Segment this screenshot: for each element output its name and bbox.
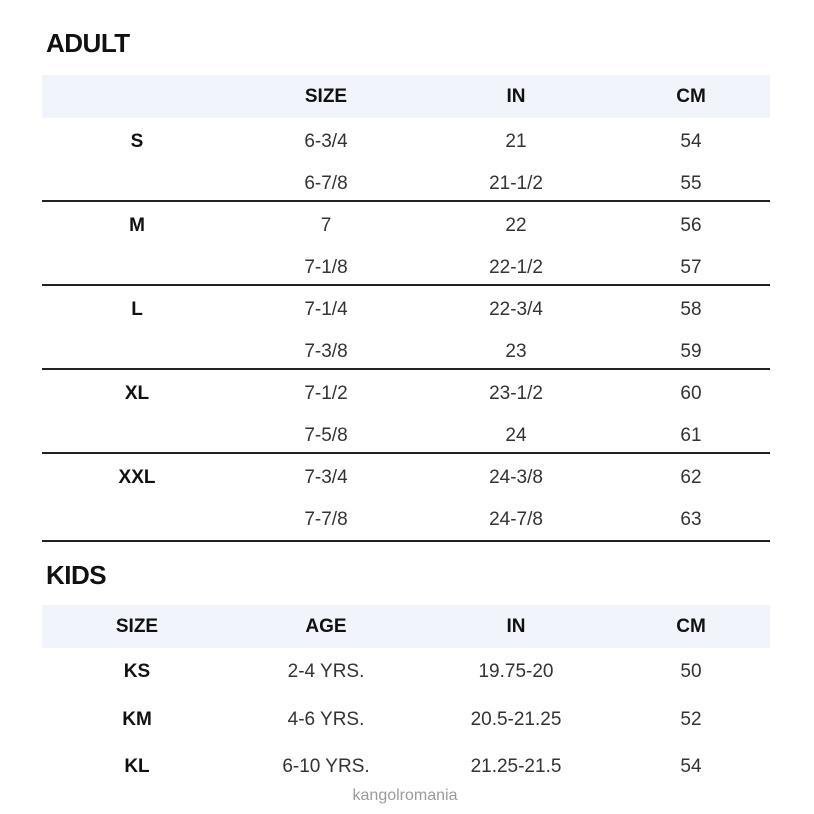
size-label: XXL [118, 467, 156, 488]
table-cell: 54 [680, 756, 702, 777]
table-cell: 57 [680, 257, 702, 278]
table-cell: 63 [680, 509, 702, 530]
table-cell: 22 [505, 215, 527, 236]
table-cell: 6-10 YRS. [282, 756, 370, 777]
row-divider [42, 200, 770, 202]
table-cell: 6-3/4 [304, 131, 348, 152]
row-divider [42, 368, 770, 370]
watermark: kangolromania [352, 787, 458, 804]
table-cell: 21-1/2 [489, 173, 543, 194]
table-cell: 59 [680, 341, 702, 362]
row-divider [42, 452, 770, 454]
column-header: SIZE [304, 86, 348, 107]
table-cell: 61 [680, 425, 702, 446]
table-cell: 24 [505, 425, 527, 446]
kids-title: KIDS [46, 560, 107, 590]
table-cell: 60 [680, 383, 702, 404]
table-cell: 24-3/8 [489, 467, 543, 488]
table-cell: 21.25-21.5 [470, 756, 562, 777]
table-cell: 7 [320, 215, 332, 236]
size-label: M [129, 215, 145, 236]
adult-title: ADULT [46, 28, 130, 58]
table-cell: 7-1/4 [304, 299, 348, 320]
table-cell: 7-1/2 [304, 383, 348, 404]
row-divider [42, 284, 770, 286]
table-cell: 4-6 YRS. [287, 708, 365, 730]
size-label: S [130, 131, 144, 152]
table-cell: 7-5/8 [304, 425, 348, 446]
column-header: CM [676, 616, 706, 637]
column-header: SIZE [115, 616, 159, 637]
table-cell: 23 [505, 341, 527, 362]
table-cell: 22-1/2 [489, 257, 543, 278]
table-cell: 7-1/8 [304, 257, 348, 278]
table-cell: 7-7/8 [304, 509, 348, 530]
size-label: XL [124, 383, 150, 404]
table-cell: 56 [680, 215, 702, 236]
table-cell: 54 [680, 131, 702, 152]
size-label: L [131, 299, 143, 320]
column-header: IN [506, 86, 526, 107]
table-cell: 6-7/8 [304, 173, 348, 194]
adult-header-band [42, 75, 770, 118]
column-header: IN [506, 616, 526, 637]
table-cell: 7-3/8 [304, 341, 348, 362]
table-cell: 7-3/4 [304, 467, 348, 488]
row-divider [42, 540, 770, 542]
table-cell: 62 [680, 467, 702, 488]
size-label: KM [122, 708, 152, 730]
table-cell: 22-3/4 [489, 299, 543, 320]
table-cell: 24-7/8 [489, 509, 543, 530]
table-cell: 50 [680, 661, 702, 682]
table-cell: 2-4 YRS. [287, 661, 365, 682]
table-cell: 20.5-21.25 [470, 708, 562, 730]
column-header: CM [676, 86, 706, 107]
size-label: KS [123, 661, 151, 682]
table-cell: 23-1/2 [489, 383, 543, 404]
table-cell: 58 [680, 299, 702, 320]
table-cell: 55 [680, 173, 702, 194]
kids-header-band [42, 605, 770, 648]
table-cell: 21 [505, 131, 527, 152]
size-label: KL [124, 756, 150, 777]
table-cell: 52 [680, 708, 702, 730]
column-header: AGE [305, 616, 347, 637]
table-cell: 19.75-20 [478, 661, 554, 682]
